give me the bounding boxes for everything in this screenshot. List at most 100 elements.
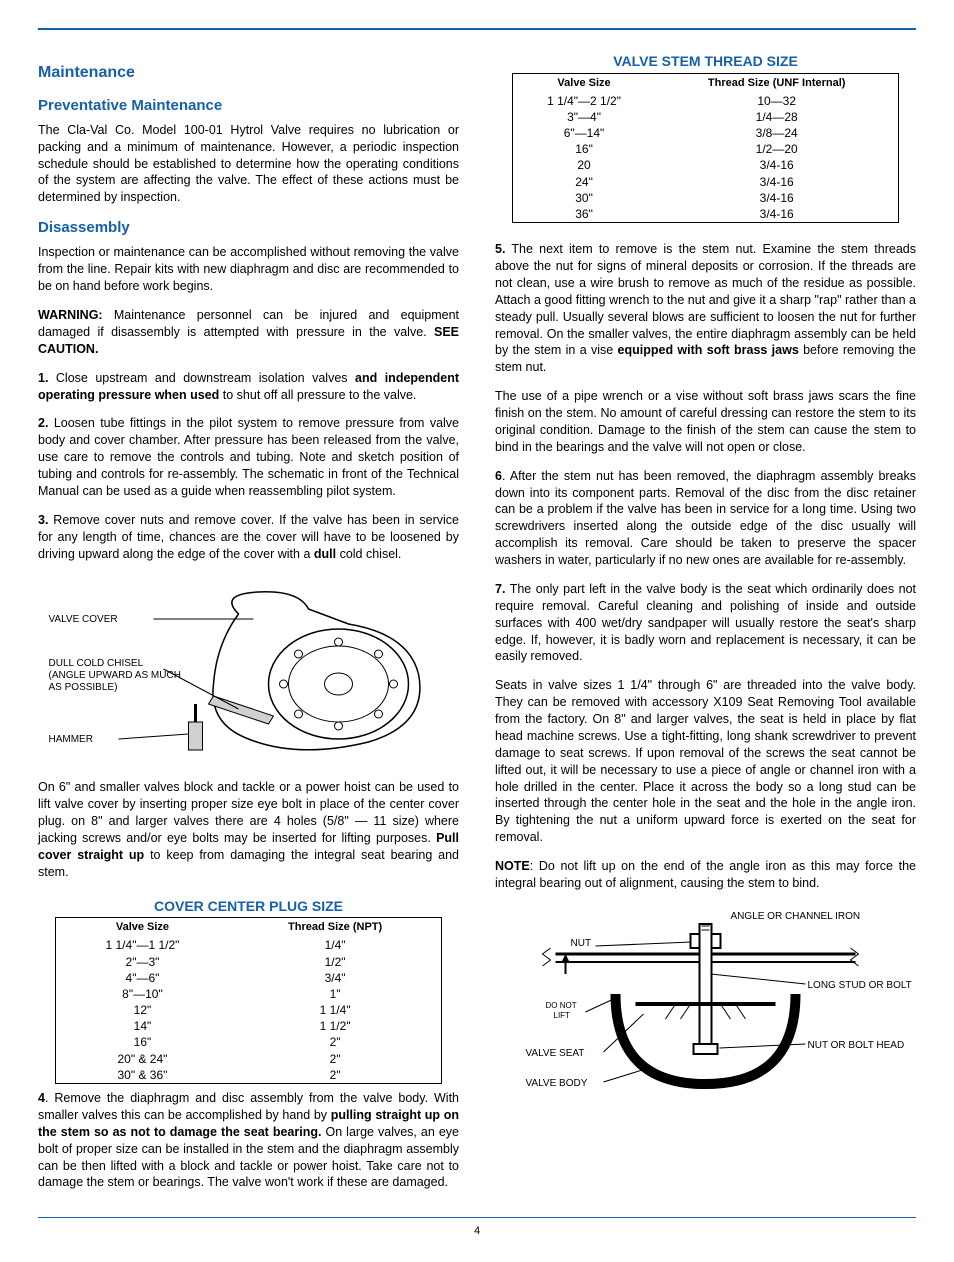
fig1-chisel-label-3: AS POSSIBLE) bbox=[49, 682, 118, 693]
cover-plug-h2: Thread Size (NPT) bbox=[229, 918, 442, 937]
fig2-do-not-label: DO NOT bbox=[546, 1001, 577, 1010]
table-cell: 3/4" bbox=[229, 970, 442, 986]
fig2-nut-label: NUT bbox=[571, 938, 592, 949]
table-cell: 10—32 bbox=[655, 93, 898, 109]
table-cell: 3/4-16 bbox=[655, 206, 898, 223]
table-cell: 2"—3" bbox=[55, 954, 229, 970]
table-row: 30" & 36"2" bbox=[55, 1067, 441, 1084]
stem-thread-table: Valve Stem Thread Size Valve Size Thread… bbox=[512, 48, 899, 223]
pipewrench-paragraph: The use of a pipe wrench or a vise witho… bbox=[495, 388, 916, 456]
table-cell: 6"—14" bbox=[512, 125, 655, 141]
fig1-chisel-label-2: (ANGLE UPWARD AS MUCH bbox=[49, 670, 181, 681]
step-5-a: The next item to remove is the stem nut.… bbox=[495, 242, 916, 357]
step-7: 7. The only part left in the valve body … bbox=[495, 581, 916, 665]
after-fig-paragraph: On 6" and smaller valves block and tackl… bbox=[38, 779, 459, 880]
figure-seat-removal: ANGLE OR CHANNEL IRON NUT LONG STUD OR B… bbox=[495, 904, 916, 1109]
table-cell: 1/2" bbox=[229, 954, 442, 970]
page-number: 4 bbox=[38, 1224, 916, 1239]
table-cell: 1/4" bbox=[229, 937, 442, 953]
table-row: 4"—6"3/4" bbox=[55, 970, 441, 986]
fig1-chisel-label-1: DULL COLD CHISEL bbox=[49, 658, 144, 669]
table-cell: 36" bbox=[512, 206, 655, 223]
preventative-paragraph: The Cla-Val Co. Model 100-01 Hytrol Valv… bbox=[38, 122, 459, 206]
table-row: 24"3/4-16 bbox=[512, 174, 898, 190]
fig2-valve-body-label: VALVE BODY bbox=[526, 1078, 588, 1089]
cover-plug-h1: Valve Size bbox=[55, 918, 229, 937]
seats-paragraph: Seats in valve sizes 1 1/4" through 6" a… bbox=[495, 677, 916, 846]
fig2-nut-head-label: NUT OR BOLT HEAD bbox=[808, 1040, 905, 1051]
step-4: 4. Remove the diaphragm and disc assembl… bbox=[38, 1090, 459, 1191]
table-row: 8"—10"1" bbox=[55, 986, 441, 1002]
step-1: 1. Close upstream and downstream isolati… bbox=[38, 370, 459, 404]
step-7-text: The only part left in the valve body is … bbox=[495, 582, 916, 664]
step-5: 5. The next item to remove is the stem n… bbox=[495, 241, 916, 376]
left-column: Maintenance Preventative Maintenance The… bbox=[38, 48, 459, 1203]
fig1-valve-cover-label: VALVE COVER bbox=[49, 614, 118, 625]
table-row: 2"—3"1/2" bbox=[55, 954, 441, 970]
step-5-num: 5. bbox=[495, 242, 505, 256]
table-cell: 20 bbox=[512, 157, 655, 173]
step-7-num: 7. bbox=[495, 582, 505, 596]
fig1-hammer-label: HAMMER bbox=[49, 734, 93, 745]
table-cell: 1 1/4"—1 1/2" bbox=[55, 937, 229, 953]
stem-thread-h1: Valve Size bbox=[512, 73, 655, 92]
step-2-num: 2. bbox=[38, 416, 48, 430]
table-cell: 3/4-16 bbox=[655, 157, 898, 173]
step-3-bold: dull bbox=[314, 547, 336, 561]
figure-valve-cover: VALVE COVER DULL COLD CHISEL (ANGLE UPWA… bbox=[38, 574, 459, 769]
top-rule bbox=[38, 28, 916, 30]
table-cell: 1/4—28 bbox=[655, 109, 898, 125]
table-cell: 14" bbox=[55, 1018, 229, 1034]
step-6-num: 6 bbox=[495, 469, 502, 483]
table-cell: 1/2—20 bbox=[655, 141, 898, 157]
table-cell: 12" bbox=[55, 1002, 229, 1018]
table-cell: 20" & 24" bbox=[55, 1051, 229, 1067]
fig2-valve-seat-label: VALVE SEAT bbox=[526, 1048, 585, 1059]
step-6: 6. After the stem nut has been removed, … bbox=[495, 468, 916, 569]
bottom-rule bbox=[38, 1217, 916, 1218]
step-3-b: cold chisel. bbox=[336, 547, 401, 561]
step-4-num: 4 bbox=[38, 1091, 45, 1105]
table-cell: 8"—10" bbox=[55, 986, 229, 1002]
table-cell: 3/4-16 bbox=[655, 174, 898, 190]
stem-thread-caption: Valve Stem Thread Size bbox=[512, 48, 899, 73]
table-cell: 1" bbox=[229, 986, 442, 1002]
table-row: 6"—14"3/8—24 bbox=[512, 125, 898, 141]
step-1-a: Close upstream and downstream isolation … bbox=[48, 371, 355, 385]
table-row: 203/4-16 bbox=[512, 157, 898, 173]
cover-plug-table: Cover Center Plug Size Valve Size Thread… bbox=[55, 893, 442, 1084]
stem-thread-h2: Thread Size (UNF Internal) bbox=[655, 73, 898, 92]
fig2-angle-iron-label: ANGLE OR CHANNEL IRON bbox=[731, 911, 861, 922]
table-row: 30"3/4-16 bbox=[512, 190, 898, 206]
table-row: 16"2" bbox=[55, 1034, 441, 1050]
fig2-lift-label: LIFT bbox=[554, 1011, 571, 1020]
maintenance-heading: Maintenance bbox=[38, 62, 459, 84]
table-cell: 3/4-16 bbox=[655, 190, 898, 206]
step-1-b: to shut off all pressure to the valve. bbox=[219, 388, 416, 402]
preventative-heading: Preventative Maintenance bbox=[38, 96, 459, 116]
table-row: 1 1/4"—1 1/2"1/4" bbox=[55, 937, 441, 953]
table-cell: 4"—6" bbox=[55, 970, 229, 986]
table-row: 1 1/4"—2 1/2"10—32 bbox=[512, 93, 898, 109]
warning-paragraph: WARNING: Maintenance personnel can be in… bbox=[38, 307, 459, 358]
table-cell: 2" bbox=[229, 1034, 442, 1050]
table-row: 20" & 24"2" bbox=[55, 1051, 441, 1067]
step-1-num: 1. bbox=[38, 371, 48, 385]
note-label: NOTE bbox=[495, 859, 530, 873]
table-row: 16"1/2—20 bbox=[512, 141, 898, 157]
note-text: : Do not lift up on the end of the angle… bbox=[495, 859, 916, 890]
table-cell: 16" bbox=[512, 141, 655, 157]
table-cell: 30" bbox=[512, 190, 655, 206]
table-cell: 16" bbox=[55, 1034, 229, 1050]
step-5-bold: equipped with soft brass jaws bbox=[618, 343, 799, 357]
table-cell: 1 1/4"—2 1/2" bbox=[512, 93, 655, 109]
table-row: 12"1 1/4" bbox=[55, 1002, 441, 1018]
table-cell: 3"—4" bbox=[512, 109, 655, 125]
two-column-layout: Maintenance Preventative Maintenance The… bbox=[38, 48, 916, 1203]
right-column: Valve Stem Thread Size Valve Size Thread… bbox=[495, 48, 916, 1203]
step-3: 3. Remove cover nuts and remove cover. I… bbox=[38, 512, 459, 563]
note-paragraph: NOTE: Do not lift up on the end of the a… bbox=[495, 858, 916, 892]
table-cell: 30" & 36" bbox=[55, 1067, 229, 1084]
table-row: 36"3/4-16 bbox=[512, 206, 898, 223]
step-2: 2. Loosen tube fittings in the pilot sys… bbox=[38, 415, 459, 499]
